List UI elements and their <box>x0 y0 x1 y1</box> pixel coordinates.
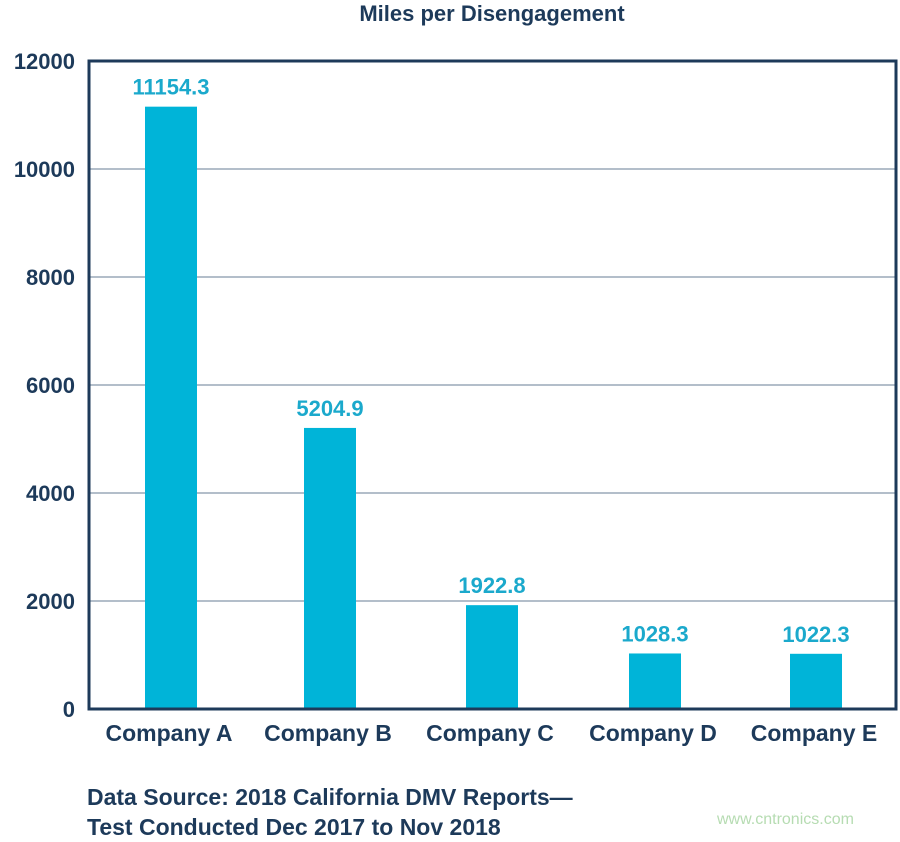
x-tick-label: Company A <box>106 720 233 746</box>
x-tick-label: Company B <box>264 720 392 746</box>
source-line-2: Test Conducted Dec 2017 to Nov 2018 <box>87 814 501 840</box>
y-tick-label: 6000 <box>26 373 75 398</box>
source-line-1: Data Source: 2018 California DMV Reports… <box>87 784 573 810</box>
source-note: Data Source: 2018 California DMV Reports… <box>87 782 573 842</box>
y-tick-label: 4000 <box>26 481 75 506</box>
bar-company-e <box>790 653 842 709</box>
bar-company-d <box>629 653 681 709</box>
y-tick-label: 8000 <box>26 265 75 290</box>
data-label: 11154.3 <box>132 75 209 100</box>
plot-frame <box>87 59 898 711</box>
bar-company-b <box>304 427 356 709</box>
data-label: 1022.3 <box>782 622 849 647</box>
x-tick-label: Company D <box>589 720 717 746</box>
watermark: www.cntronics.com <box>717 811 854 828</box>
data-label: 1922.8 <box>458 573 525 598</box>
bar-company-a <box>145 106 197 710</box>
y-tick-label: 2000 <box>26 589 75 614</box>
chart-title: Miles per Disengagement <box>359 1 625 26</box>
bar-company-c <box>466 605 518 709</box>
data-label: 5204.9 <box>296 396 363 421</box>
y-tick-label: 10000 <box>14 157 75 182</box>
data-label: 1028.3 <box>621 621 688 646</box>
y-tick-label: 12000 <box>14 49 75 74</box>
x-tick-label: Company E <box>751 720 878 746</box>
x-tick-label: Company C <box>426 720 554 746</box>
y-tick-label: 0 <box>63 697 75 722</box>
